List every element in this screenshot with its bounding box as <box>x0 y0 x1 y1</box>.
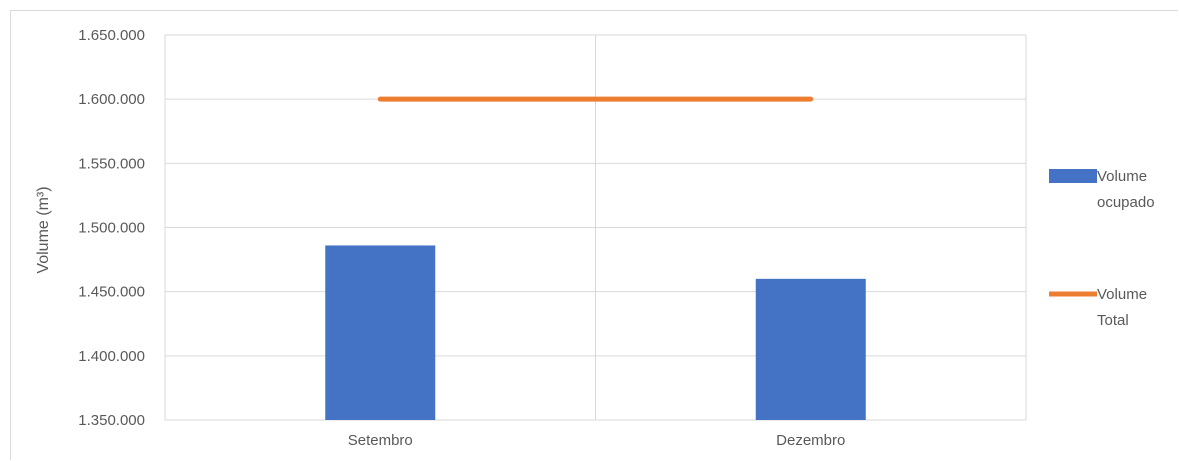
legend-label: Volume ocupado <box>1097 168 1155 211</box>
y-tick-label: 1.550.000 <box>78 155 145 172</box>
x-tick-labels: Setembro Dezembro <box>348 432 846 449</box>
bar-setembro <box>325 245 436 420</box>
bars <box>325 245 866 420</box>
legend-label-line: ocupado <box>1097 194 1155 211</box>
y-tick-label: 1.350.000 <box>78 412 145 429</box>
bar-dezembro <box>755 278 866 420</box>
legend-label-line: Volume <box>1097 286 1147 303</box>
x-tick-label: Dezembro <box>776 432 845 449</box>
legend-label-line: Volume <box>1097 168 1147 185</box>
legend-item: Volume Total <box>1049 286 1147 329</box>
y-tick-label: 1.600.000 <box>78 91 145 108</box>
legend-label-line: Total <box>1097 312 1129 329</box>
x-tick-label: Setembro <box>348 432 413 449</box>
y-tick-label: 1.500.000 <box>78 220 145 237</box>
y-tick-labels: 1.350.000 1.400.000 1.450.000 1.500.000 1.55… <box>78 27 145 429</box>
y-axis-title: Volume (m³) <box>35 186 52 273</box>
chart-frame <box>10 10 1178 460</box>
legend-label: Volume Total <box>1097 286 1147 329</box>
gridlines <box>164 34 1027 421</box>
y-tick-label: 1.400.000 <box>78 348 145 365</box>
legend: Volume ocupado Volume Total <box>1049 168 1155 329</box>
y-tick-label: 1.450.000 <box>78 284 145 301</box>
legend-item: Volume ocupado <box>1049 168 1155 211</box>
y-tick-label: 1.650.000 <box>78 27 145 44</box>
legend-swatch <box>1049 169 1097 183</box>
